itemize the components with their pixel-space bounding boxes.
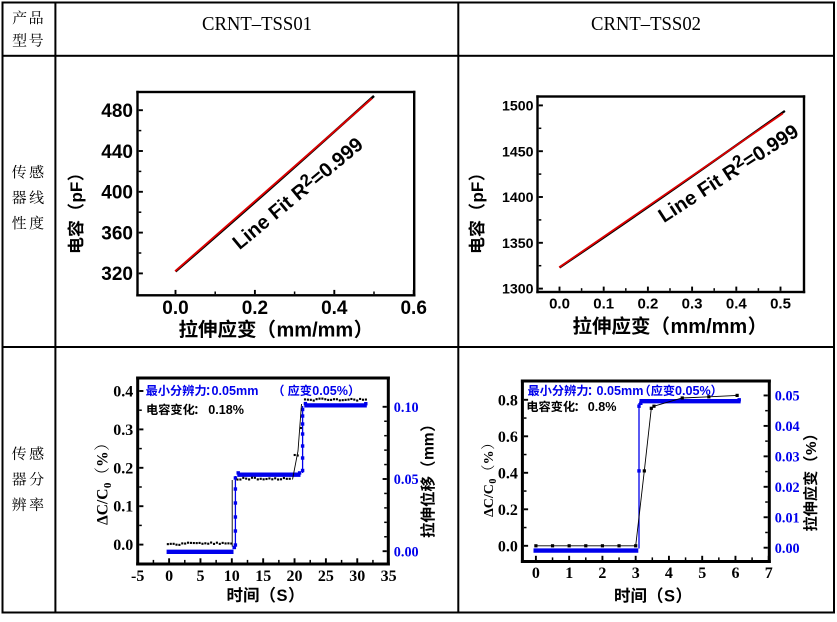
svg-text:S: S [664,588,675,606]
svg-text:1: 1 [565,565,573,582]
svg-text:0.03: 0.03 [775,450,800,466]
svg-text:5: 5 [698,565,706,582]
svg-text:0.6: 0.6 [498,429,518,446]
svg-text:1450: 1450 [502,144,534,160]
svg-text:pF: pF [67,182,86,203]
svg-text:0.04: 0.04 [775,419,800,435]
svg-text:mm/mm: mm/mm [671,316,748,338]
svg-text:1300: 1300 [502,282,534,298]
svg-text:25: 25 [318,568,334,585]
svg-text:0.05: 0.05 [394,472,419,488]
svg-text:0.0: 0.0 [162,298,188,319]
svg-text:0.2: 0.2 [242,298,268,319]
svg-text:0: 0 [102,482,114,488]
svg-text:4: 4 [665,565,673,582]
svg-text:0.4: 0.4 [321,298,348,319]
svg-text:0.0: 0.0 [113,537,133,554]
svg-text:0.05: 0.05 [775,389,800,405]
svg-text:0.4: 0.4 [726,295,748,312]
svg-text:0.18%: 0.18% [208,403,244,417]
svg-text:0: 0 [532,565,540,582]
svg-text:0.00: 0.00 [394,544,419,560]
svg-text:0.8: 0.8 [498,392,518,409]
svg-text:CRNT–TSS02: CRNT–TSS02 [591,13,701,35]
svg-text:0.1: 0.1 [113,499,133,516]
svg-text:ΔC/C: ΔC/C [95,489,112,525]
svg-text:5: 5 [197,568,205,585]
svg-text:%: % [803,441,820,455]
svg-text:0.3: 0.3 [682,295,703,312]
svg-text:S: S [277,587,288,605]
svg-text:0.01: 0.01 [775,510,800,526]
svg-text:CRNT–TSS01: CRNT–TSS01 [202,13,312,35]
svg-text:0.05mm: 0.05mm [212,384,259,398]
svg-text:480: 480 [101,101,133,122]
svg-text:20: 20 [287,568,303,585]
svg-text:1350: 1350 [502,236,534,252]
svg-text:ΔC/C: ΔC/C [482,484,497,517]
svg-text:400: 400 [101,183,133,204]
svg-text:10: 10 [224,568,240,585]
svg-text:0.0: 0.0 [498,538,518,555]
svg-text:pF: pF [468,182,487,203]
svg-text:35: 35 [381,568,397,585]
svg-text:0.3: 0.3 [113,422,133,439]
svg-text:mm: mm [421,432,438,460]
svg-text:0.1: 0.1 [593,295,614,312]
svg-text:3: 3 [632,565,640,582]
svg-text:0.10: 0.10 [394,400,419,416]
svg-text:1500: 1500 [502,99,534,115]
svg-text:0.05%: 0.05% [312,384,348,398]
svg-text:7: 7 [765,565,773,582]
svg-text:0.02: 0.02 [775,480,800,496]
svg-text:0.2: 0.2 [637,295,658,312]
svg-text:0.5: 0.5 [770,295,791,312]
svg-text:1400: 1400 [502,190,534,206]
svg-text:320: 320 [101,264,133,285]
svg-text:mm/mm: mm/mm [277,319,354,341]
svg-text:0.6: 0.6 [400,298,426,319]
svg-text:440: 440 [101,142,133,163]
svg-text:0.0: 0.0 [549,295,570,312]
svg-text:15: 15 [255,568,271,585]
svg-text:6: 6 [732,565,740,582]
svg-text:30: 30 [349,568,365,585]
svg-text:-5: -5 [131,568,144,585]
svg-text:0.05mm: 0.05mm [597,384,644,398]
svg-text:%: % [95,451,112,467]
svg-text:0: 0 [488,479,499,484]
svg-text:0.8%: 0.8% [588,400,617,414]
svg-text:2: 2 [598,565,606,582]
svg-text:0.05%: 0.05% [675,384,711,398]
svg-text:0.2: 0.2 [113,460,133,477]
svg-text:0: 0 [165,568,173,585]
svg-text:%: % [482,450,497,464]
svg-text:0.4: 0.4 [498,465,518,482]
svg-text:0.4: 0.4 [113,384,133,401]
svg-text:0.00: 0.00 [775,541,800,557]
svg-text:0.2: 0.2 [498,502,518,519]
svg-text:360: 360 [101,223,133,244]
